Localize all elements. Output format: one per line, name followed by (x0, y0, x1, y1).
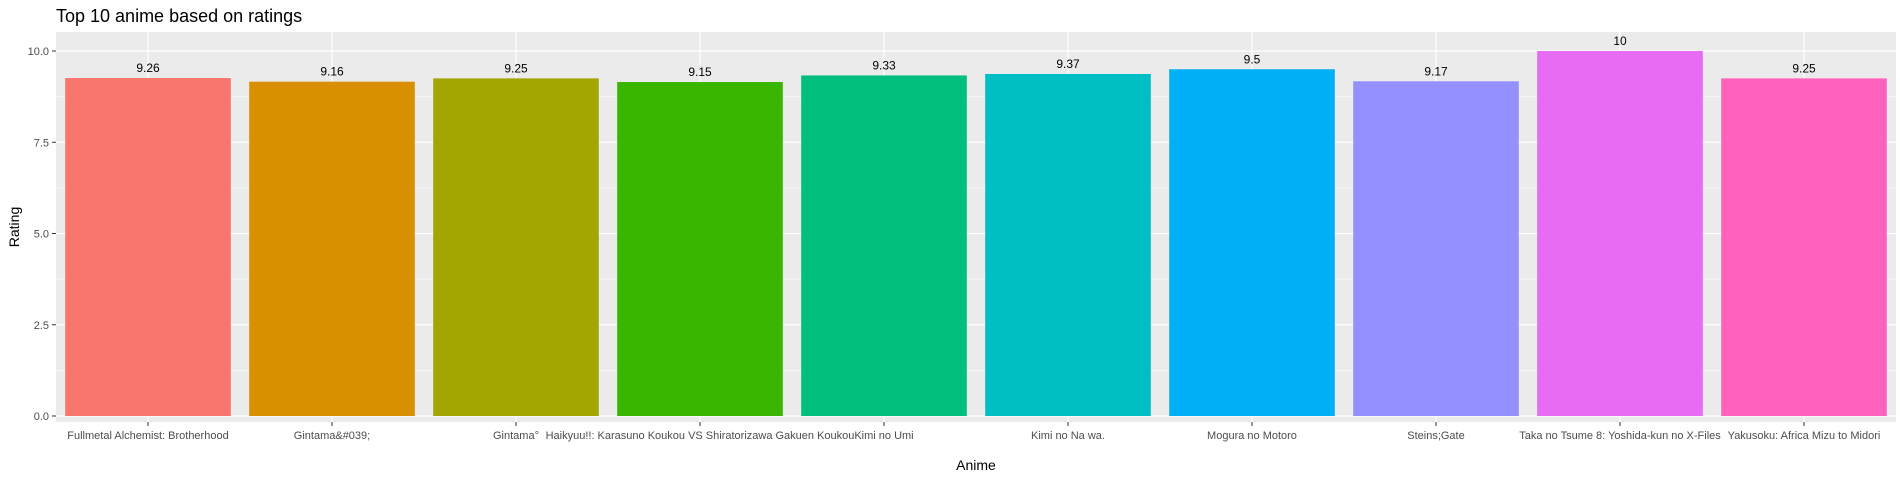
bar-value-label: 9.26 (136, 61, 160, 75)
bar (1169, 69, 1335, 416)
bar (433, 78, 599, 416)
bar-value-label: 9.17 (1424, 64, 1448, 78)
y-axis-title: Rating (6, 207, 22, 247)
x-tick-label: Fullmetal Alchemist: Brotherhood (67, 430, 228, 442)
x-tick-label: Gintama° (493, 430, 539, 442)
x-tick-label: Mogura no Motoro (1207, 430, 1297, 442)
y-tick-label: 10.0 (28, 46, 49, 58)
bar (249, 81, 415, 416)
x-tick-label: Steins;Gate (1407, 430, 1464, 442)
y-tick-label: 7.5 (34, 137, 49, 149)
x-tick-label: Kimi no Na wa. (1031, 430, 1105, 442)
bar-value-label: 9.5 (1244, 52, 1261, 66)
bars (65, 51, 1887, 417)
x-tick-label: Kimi no Umi (854, 430, 913, 442)
x-tick-label: Haikyuu!!: Karasuno Koukou VS Shiratoriz… (546, 430, 855, 442)
x-axis-ticks: Fullmetal Alchemist: Brotherhood Gintama&… (67, 422, 1880, 442)
bar (1721, 78, 1887, 416)
bar (65, 78, 231, 416)
y-tick-label: 0.0 (34, 411, 49, 423)
bar (1537, 51, 1703, 416)
y-tick-label: 2.5 (34, 320, 49, 332)
bar-value-label: 9.16 (320, 65, 344, 79)
y-axis-ticks: 0.0 2.5 5.0 7.5 10.0 (28, 46, 56, 423)
x-tick-label: Yakusoku: Africa Mizu to Midori (1728, 430, 1881, 442)
bar-value-label: 9.37 (1056, 57, 1080, 71)
x-tick-label: Taka no Tsume 8: Yoshida-kun no X-Files (1519, 430, 1721, 442)
bar-value-label: 9.25 (504, 61, 528, 75)
bar (617, 82, 783, 417)
bar-value-label: 9.15 (688, 65, 712, 79)
bar (801, 75, 967, 416)
chart-title: Top 10 anime based on ratings (56, 6, 302, 26)
bar (1353, 81, 1519, 417)
bar-value-label: 9.25 (1792, 61, 1816, 75)
y-tick-label: 5.0 (34, 229, 49, 241)
x-tick-label: Gintama&#039; (294, 430, 370, 442)
value-labels: 9.26 9.16 9.25 9.15 9.33 9.37 9.5 9.17 10 9.25 (136, 34, 1816, 79)
bar-value-label: 9.33 (872, 58, 896, 72)
bar (985, 73, 1151, 417)
x-axis-title: Anime (956, 457, 996, 473)
bar-value-label: 10 (1613, 34, 1627, 48)
